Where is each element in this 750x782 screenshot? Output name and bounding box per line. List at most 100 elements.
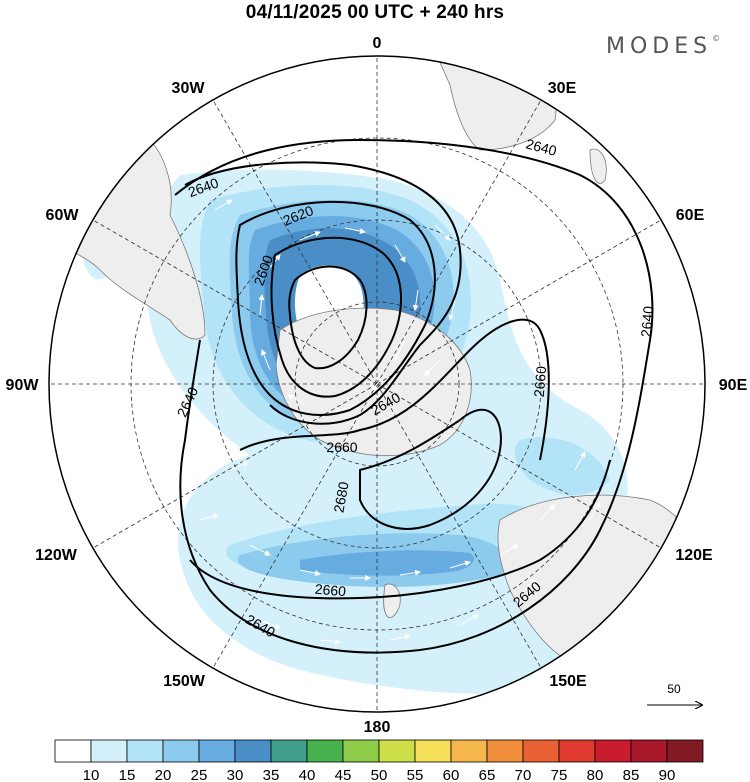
colorbar-tick-label: 15 xyxy=(119,767,136,782)
madagascar xyxy=(589,148,607,184)
colorbar-tick-label: 40 xyxy=(299,767,316,782)
contour-2680 xyxy=(359,408,502,530)
contour-2620 xyxy=(235,200,436,416)
colorbar-box xyxy=(666,739,704,763)
contour-2640-inner xyxy=(184,161,462,425)
wind-vector xyxy=(459,614,479,626)
wind-vector xyxy=(399,569,421,576)
colorbar-box xyxy=(234,739,272,763)
new-zealand xyxy=(383,583,401,618)
wind-vector xyxy=(394,339,406,361)
longitude-labels: 0 30E 60E 90E 120E 150E 180 150W 120W 90… xyxy=(6,35,748,736)
wind-vector xyxy=(199,513,219,521)
wind-vector xyxy=(539,504,556,521)
lon-label-90e: 90E xyxy=(719,377,748,394)
lon-label-150e: 150E xyxy=(549,673,587,690)
colorbar-box xyxy=(414,739,452,763)
lon-label-120w: 120W xyxy=(35,547,78,564)
contour-2600 xyxy=(270,236,402,398)
contour-2620-core xyxy=(288,265,368,370)
lon-label-90w: 90W xyxy=(6,377,40,394)
wind-vector xyxy=(424,359,441,376)
wind-vector xyxy=(319,638,341,645)
colorbar-box xyxy=(378,739,416,763)
africa xyxy=(429,56,557,151)
wind-vector xyxy=(249,544,271,556)
contour-label: 2660 xyxy=(314,581,347,600)
colorbar-box xyxy=(306,739,344,763)
wind-vector xyxy=(574,451,586,471)
colorbar-tick-label: 70 xyxy=(515,767,532,782)
colorbar-tick-label: 55 xyxy=(407,767,424,782)
wind-vector xyxy=(229,461,249,471)
brand-name: MODES xyxy=(606,34,713,59)
wind-vector xyxy=(299,569,321,576)
colorbar-tick-label: 10 xyxy=(83,767,100,782)
colorbar-box xyxy=(522,739,560,763)
wind-vector xyxy=(589,501,601,521)
wind-vector xyxy=(412,289,419,311)
wind-vector xyxy=(214,199,233,211)
contour-2640-outer xyxy=(174,138,654,654)
contour-label: 2680 xyxy=(330,480,351,514)
lon-label-0: 0 xyxy=(373,35,382,52)
colorbar-tick-label: 60 xyxy=(443,767,460,782)
contour-label: 2640 xyxy=(524,135,558,159)
wind-vector xyxy=(258,294,265,316)
contour-label: 2660 xyxy=(531,365,550,398)
lon-label-180: 180 xyxy=(364,719,391,736)
wind-vector xyxy=(434,224,451,241)
lon-label-60w: 60W xyxy=(46,207,80,224)
colorbar-tick-label: 85 xyxy=(623,767,640,782)
colorbar-box xyxy=(54,739,92,763)
colorbar-box xyxy=(450,739,488,763)
colorbar-box xyxy=(486,739,524,763)
colorbar-tick-label: 20 xyxy=(155,767,172,782)
colorbar-tick-label: 75 xyxy=(551,767,568,782)
colorbar: 10 15 20 25 30 35 40 45 50 55 60 65 70 75 80 85 90 xyxy=(54,739,704,782)
contour-label: 2640 xyxy=(638,305,657,338)
wind-vector xyxy=(334,404,356,414)
colorbar-tick-label: 50 xyxy=(371,767,388,782)
lon-label-30w: 30W xyxy=(172,80,206,97)
colorbar-box xyxy=(126,739,164,763)
colorbar-tick-label: 80 xyxy=(587,767,604,782)
wind-vectors xyxy=(199,199,601,645)
contour-label: 2660 xyxy=(326,439,357,455)
wind-vector xyxy=(259,619,281,629)
wind-vector xyxy=(287,394,306,406)
copyright-mark: © xyxy=(712,34,721,43)
colorbar-tick-label: 30 xyxy=(227,767,244,782)
colorbar-box xyxy=(630,739,668,763)
wind-vector xyxy=(389,634,411,641)
brand-logo: MODES© xyxy=(606,34,720,59)
wind-vector xyxy=(394,244,406,263)
lon-label-60e: 60E xyxy=(676,207,705,224)
wind-vector xyxy=(448,299,456,321)
wind-vector xyxy=(499,544,519,556)
colorbar-tick-label: 65 xyxy=(479,767,496,782)
contour-2660-b xyxy=(189,459,611,600)
contour-2660-a xyxy=(239,318,550,461)
colorbar-box xyxy=(162,739,200,763)
wind-vector xyxy=(261,349,271,371)
colorbar-tick-label: 90 xyxy=(659,767,676,782)
wind-vector xyxy=(519,579,536,596)
lon-label-30e: 30E xyxy=(548,80,577,97)
map-boundary xyxy=(48,55,706,713)
colorbar-tick-label: 25 xyxy=(191,767,208,782)
colorbar-box xyxy=(90,739,128,763)
colorbar-box xyxy=(342,739,380,763)
lon-label-120e: 120E xyxy=(675,547,713,564)
reference-vector-label: 50 xyxy=(667,682,681,696)
reference-vector: 50 xyxy=(647,682,702,705)
colorbar-box xyxy=(270,739,308,763)
colorbar-tick-label: 35 xyxy=(263,767,280,782)
map-title: 04/11/2025 00 UTC + 240 hrs xyxy=(245,2,505,23)
wind-vector xyxy=(299,231,321,241)
colorbar-box xyxy=(198,739,236,763)
wind-vector xyxy=(371,374,386,391)
wind-vector xyxy=(344,227,366,234)
geopotential-contours xyxy=(174,138,654,654)
